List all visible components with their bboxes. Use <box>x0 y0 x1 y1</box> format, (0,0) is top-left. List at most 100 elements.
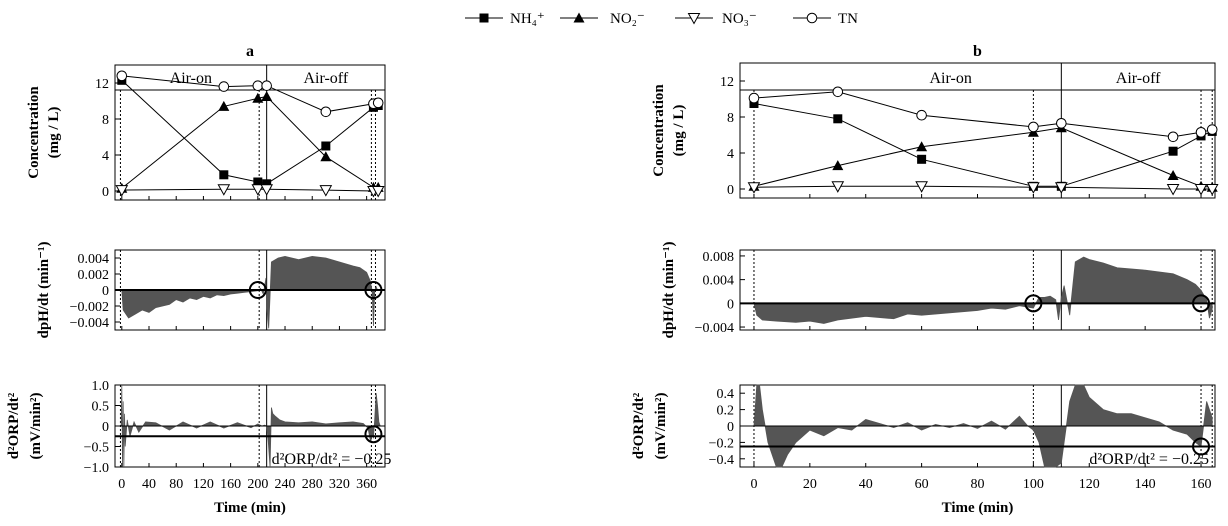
panel-b: b 0 4 8 12 Air-on Air-off Concentration (mg / L)… <box>631 43 1219 516</box>
subplot-concentration: 0 4 8 12 Air-on Air-off Concentration (mg / L) <box>26 64 386 201</box>
subplot-d2ORP: −0.4 −0.200.2 0.4 d²ORP/dt² = −0.25 d²ORP/dt… <box>631 384 1216 468</box>
y-tick-label: −0.002 <box>70 300 109 315</box>
panel-title: b <box>973 43 982 60</box>
data-point <box>1056 118 1067 129</box>
data-point <box>1195 127 1207 138</box>
series-line <box>121 79 379 185</box>
data-point <box>1027 182 1040 194</box>
y-tick-label: 0 <box>102 420 109 435</box>
x-axis-label: Time (min) <box>214 500 286 516</box>
data-point <box>116 70 128 82</box>
y-tick-label: 0 <box>727 183 734 198</box>
y-tick-label: 0.4 <box>717 387 735 402</box>
threshold-annotation: d²ORP/dt² = −0.25 <box>1089 451 1209 468</box>
y-tick-label: −0.4 <box>709 453 734 468</box>
legend-marker <box>687 13 701 25</box>
y-axis-unit: (mV/min²) <box>28 393 44 460</box>
event-circle <box>1024 294 1043 313</box>
x-tick-label: 40 <box>859 477 873 492</box>
y-axis-unit: (mV/min²) <box>653 393 669 460</box>
data-point <box>319 185 333 197</box>
legend-label: NO₂⁻ <box>610 11 645 27</box>
x-tick-label: 60 <box>915 477 929 492</box>
y-axis-label: d²ORP/dt² <box>6 392 22 459</box>
y-axis-unit: (mg / L) <box>671 105 687 157</box>
x-tick-label: 20 <box>803 477 817 492</box>
y-tick-label: −0.004 <box>695 321 734 336</box>
series-line <box>753 91 1213 138</box>
legend-label: NO₃⁻ <box>722 11 757 27</box>
y-tick-label: 0.004 <box>703 274 735 289</box>
data-point <box>832 160 844 171</box>
plot-frame <box>114 64 386 201</box>
data-point <box>320 151 332 162</box>
series-line <box>121 188 379 192</box>
data-point <box>832 86 844 98</box>
event-circle <box>1192 294 1211 313</box>
panel-title: a <box>246 43 254 60</box>
data-point <box>917 154 927 164</box>
phase-label-air-off: Air-off <box>1116 70 1161 87</box>
event-circle <box>248 281 267 299</box>
subplot-concentration: 0 4 8 12 Air-on Air-off Concentration (mg / L) <box>651 62 1219 199</box>
legend-label: NH₄⁺ <box>510 11 545 27</box>
legend-item: NO₃⁻ <box>675 11 757 27</box>
data-point <box>219 170 229 180</box>
data-point <box>260 184 274 196</box>
y-tick-label: 1.0 <box>92 379 110 394</box>
x-tick-label: 0 <box>750 477 757 492</box>
y-axis-label: Concentration <box>651 84 667 177</box>
x-tick-label: 160 <box>1191 477 1212 492</box>
y-tick-label: 8 <box>727 111 734 126</box>
data-point <box>1166 184 1180 196</box>
x-tick-label: 120 <box>1079 477 1100 492</box>
y-tick-label: 0.2 <box>717 404 735 419</box>
y-axis-label: d²ORP/dt² <box>631 392 647 459</box>
y-tick-label: 4 <box>102 149 109 164</box>
data-point <box>833 114 843 124</box>
y-axis-unit: (mg / L) <box>46 107 62 159</box>
data-point <box>217 184 231 196</box>
data-point <box>1205 184 1219 196</box>
phase-label-air-on: Air-on <box>929 70 971 87</box>
data-point <box>1194 184 1208 196</box>
data-point <box>251 184 265 196</box>
x-tick-label: 360 <box>356 477 377 492</box>
x-axis-label: Time (min) <box>942 500 1014 516</box>
phase-label-air-on: Air-on <box>170 70 212 87</box>
data-point <box>320 106 332 118</box>
legend-label: TN <box>838 11 858 27</box>
data-point <box>749 99 759 108</box>
data-point <box>1206 124 1218 135</box>
data-point <box>748 92 760 104</box>
data-point <box>321 141 331 151</box>
x-tick-label: 280 <box>302 477 323 492</box>
event-circle <box>364 281 383 299</box>
series-line <box>753 103 1213 187</box>
y-tick-label: 12 <box>95 77 109 92</box>
subplot-d2ORP: −1.0 −0.5 0 0.5 1.0 d²ORP/dt² = −0.25 d²ORP/dt… <box>6 379 391 476</box>
data-point <box>261 91 273 101</box>
y-tick-label: 0.008 <box>703 250 735 265</box>
y-tick-label: −0.004 <box>70 316 109 331</box>
y-tick-label: −0.2 <box>709 436 734 451</box>
y-tick-label: −0.5 <box>84 441 109 456</box>
y-tick-label: 8 <box>102 113 109 128</box>
x-tick-label: 80 <box>169 477 183 492</box>
x-tick-label: 240 <box>275 477 296 492</box>
data-point <box>252 92 264 103</box>
phase-label-air-off: Air-off <box>303 70 348 87</box>
y-tick-label: 12 <box>720 75 734 90</box>
x-tick-label: 100 <box>1023 477 1044 492</box>
y-tick-label: 0.004 <box>78 252 110 267</box>
legend-item: NH₄⁺ <box>465 11 545 27</box>
data-point <box>1028 121 1039 133</box>
x-tick-label: 80 <box>971 477 985 492</box>
legend-item: NO₂⁻ <box>560 11 645 27</box>
data-point <box>1054 182 1068 194</box>
data-point <box>115 185 129 197</box>
legend-item: TN <box>793 11 858 27</box>
